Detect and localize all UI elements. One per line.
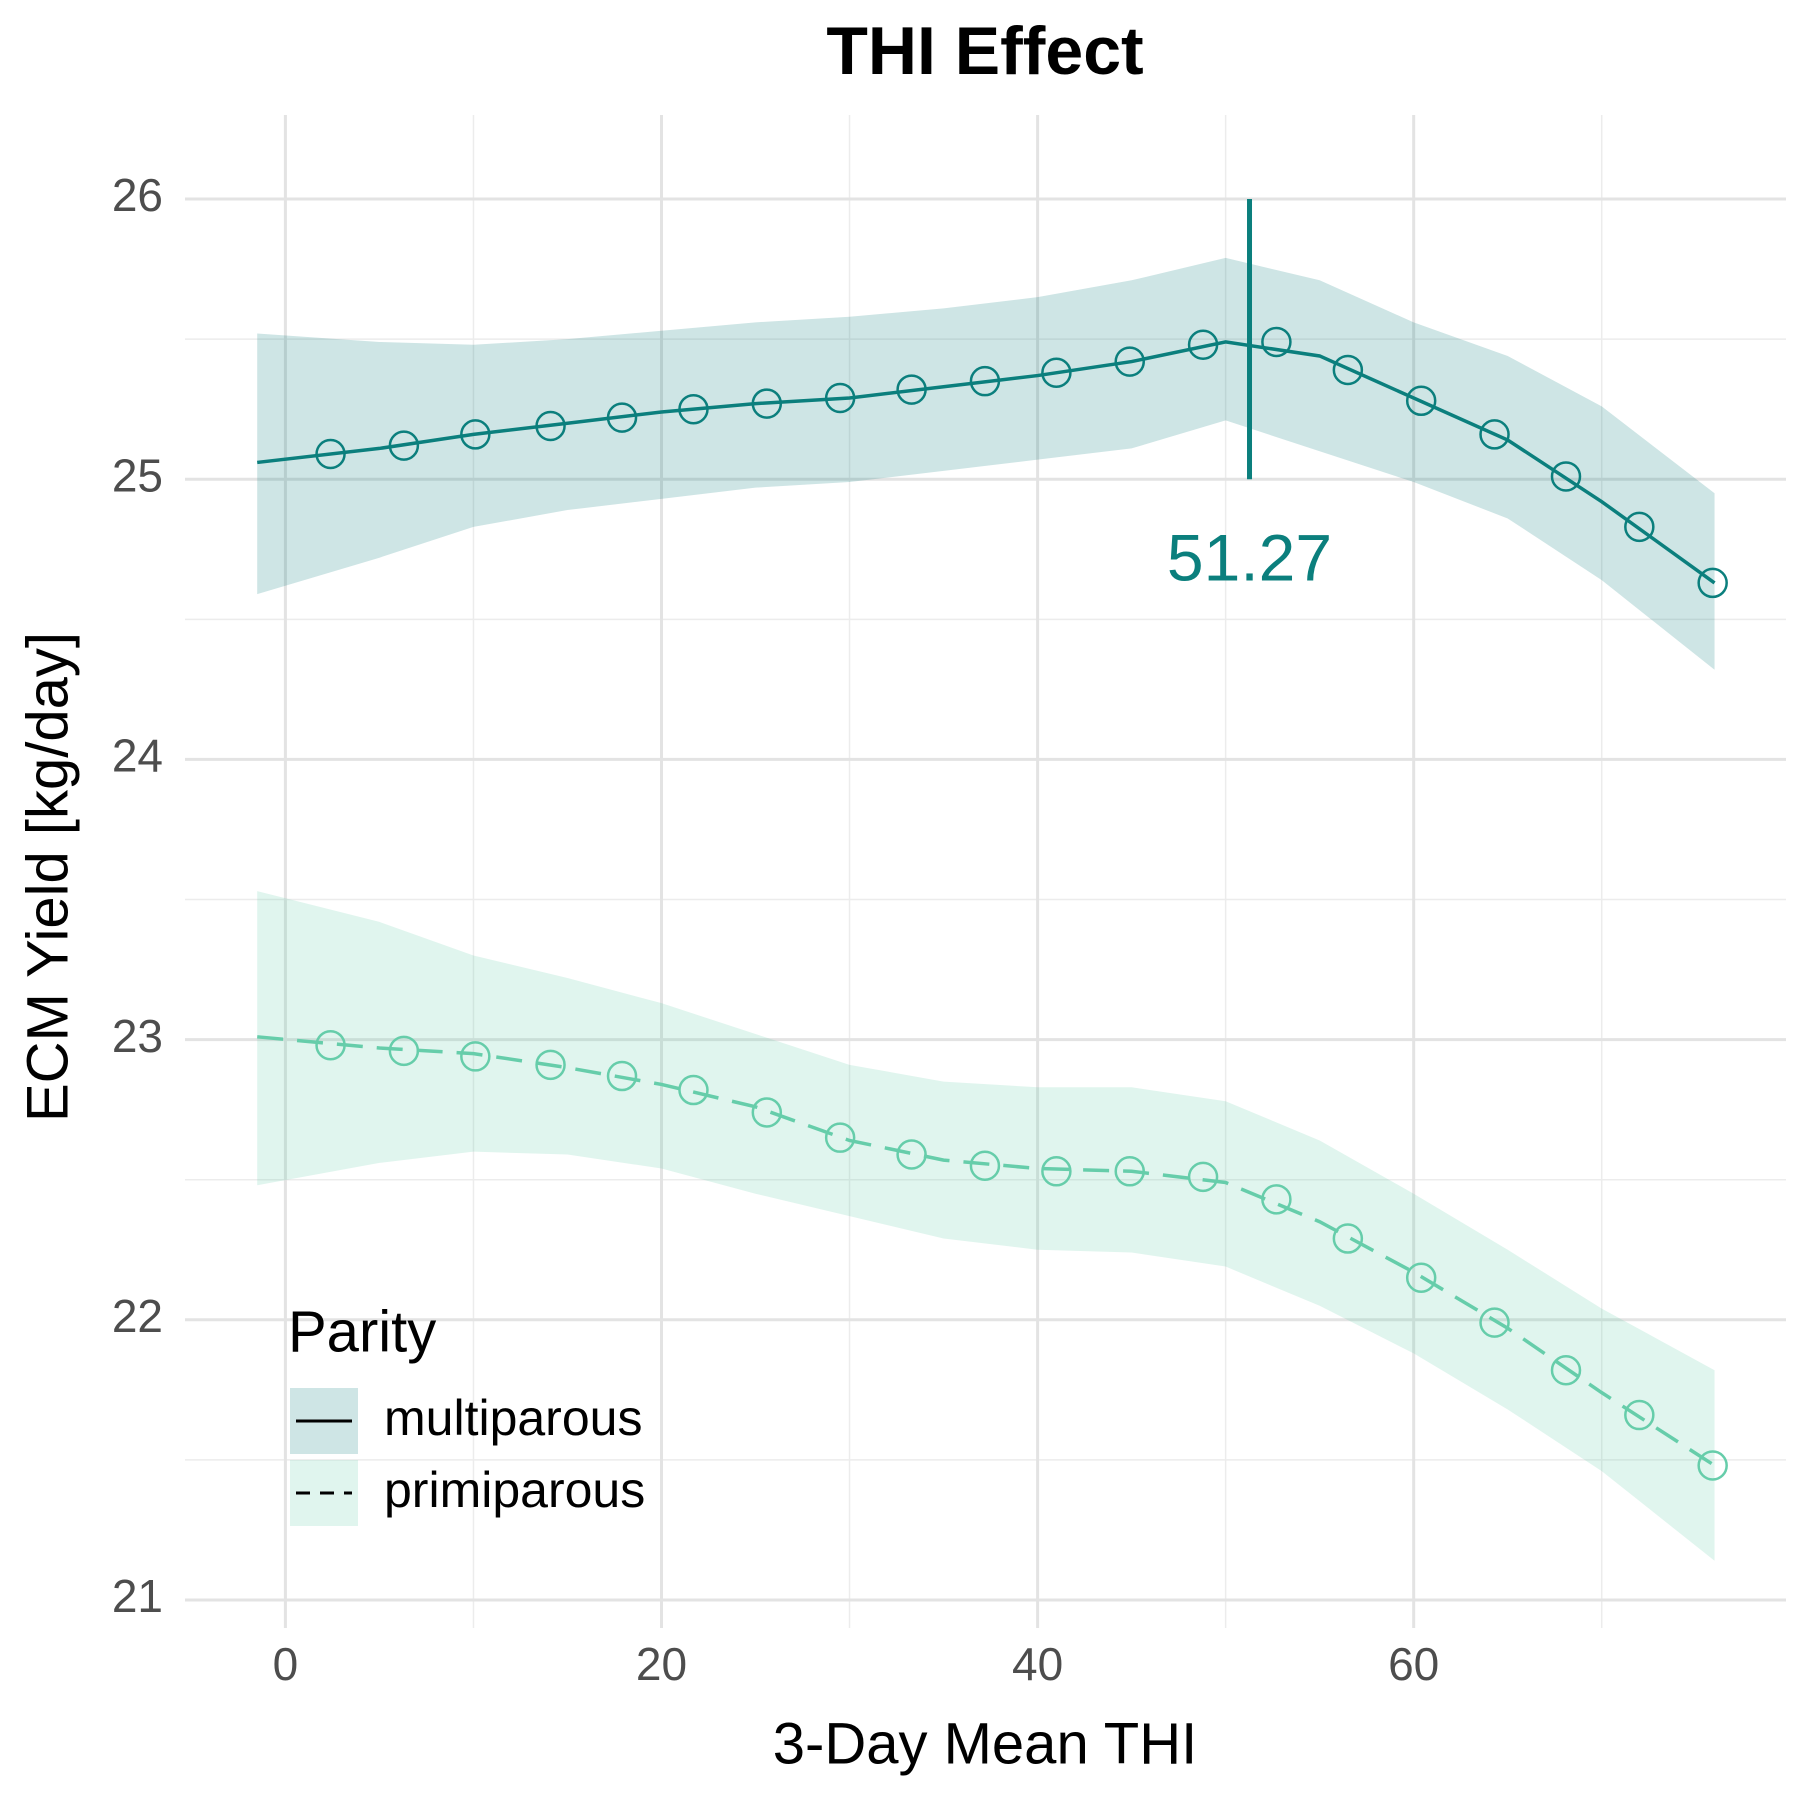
confidence-band [257,257,1715,670]
point [460,419,491,450]
point [1041,357,1072,389]
y-tick-label: 26 [112,169,163,221]
x-tick-label: 40 [1012,1638,1063,1690]
point [1405,1262,1437,1294]
point [606,1060,638,1092]
point [678,393,709,425]
point [535,410,566,442]
point [1114,346,1145,377]
y-tick-label: 22 [112,1290,163,1342]
y-axis-title: ECM Yield [kg/day] [15,632,80,1122]
grid [185,115,1786,1628]
x-tick-label: 20 [636,1638,687,1690]
point [896,374,927,405]
point [969,1150,1001,1181]
point [751,388,783,419]
legend-title: Parity [288,1299,436,1364]
point [1187,1161,1219,1193]
point [1332,1223,1364,1254]
fit-line [257,1035,1716,1467]
legend-label: primiparous [384,1462,645,1518]
legend: Parity multiparous primiparous [288,1299,645,1526]
y-tick-label: 23 [112,1010,163,1062]
point [678,1074,709,1106]
point [315,1029,346,1061]
point [1261,326,1292,358]
point [1114,1156,1145,1187]
point [1332,354,1364,386]
legend-label: multiparous [384,1390,642,1446]
point [1697,1450,1728,1481]
x-tick-label: 60 [1388,1638,1439,1690]
point [969,365,1001,397]
point [1550,1354,1582,1386]
threshold-label: 51.27 [1167,521,1332,595]
point [388,1035,420,1067]
point [896,1139,927,1170]
point [460,1041,491,1072]
point [1624,1399,1655,1431]
y-tick-label: 25 [112,449,163,501]
point [1261,1184,1292,1215]
confidence-band [257,891,1715,1561]
y-tick-label: 24 [112,730,163,782]
point [824,382,856,414]
point [1697,567,1728,599]
x-tick-label: 0 [273,1638,299,1690]
point [606,402,638,433]
point [1187,329,1219,361]
point [824,1122,856,1153]
point [1405,385,1437,417]
x-axis-title: 3-Day Mean THI [773,1711,1197,1776]
point [535,1049,566,1081]
chart-title: THI Effect [826,13,1143,89]
point [1550,461,1582,492]
point [1479,1307,1510,1338]
point [1041,1156,1072,1187]
point [751,1097,783,1128]
fit-line [257,340,1716,585]
point [1479,419,1510,450]
point [1624,511,1655,543]
point [315,438,346,470]
y-tick-label: 21 [112,1570,163,1622]
point [388,430,420,461]
